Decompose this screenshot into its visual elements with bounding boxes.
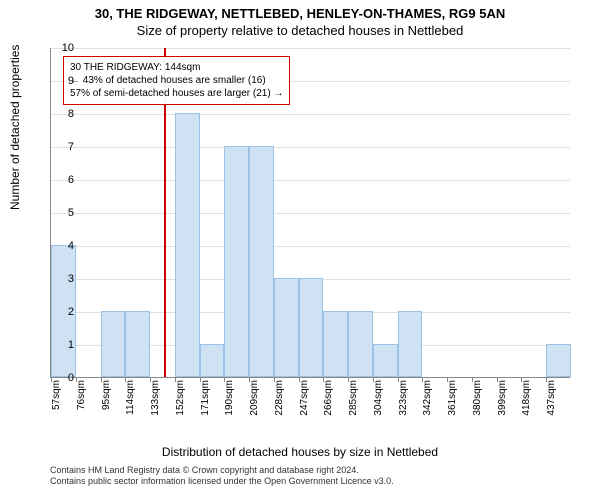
plot-area: 57sqm76sqm95sqm114sqm133sqm152sqm171sqm1… (50, 48, 570, 378)
x-tick-label: 209sqm (249, 380, 260, 416)
y-tick-label: 9 (54, 75, 74, 87)
x-tick-label: 247sqm (299, 380, 310, 416)
histogram-bar (398, 311, 423, 377)
y-tick-label: 5 (54, 207, 74, 219)
x-tick-label: 152sqm (175, 380, 186, 416)
chart-title: 30, THE RIDGEWAY, NETTLEBED, HENLEY-ON-T… (0, 0, 600, 21)
x-tick-label: 95sqm (101, 380, 112, 410)
x-tick-label: 323sqm (398, 380, 409, 416)
x-tick-label: 57sqm (51, 380, 62, 410)
histogram-bar (274, 278, 299, 377)
histogram-bar (249, 146, 274, 377)
histogram-bar (373, 344, 398, 377)
y-tick-label: 4 (54, 240, 74, 252)
chart-area: 57sqm76sqm95sqm114sqm133sqm152sqm171sqm1… (50, 48, 570, 378)
y-axis-label: Number of detached properties (8, 45, 22, 210)
histogram-bar (175, 113, 200, 377)
histogram-bar (101, 311, 126, 377)
gridline (51, 246, 570, 247)
x-tick-label: 76sqm (76, 380, 87, 410)
footer-line-2: Contains public sector information licen… (50, 476, 394, 487)
gridline (51, 48, 570, 49)
footer-attribution: Contains HM Land Registry data © Crown c… (50, 465, 394, 487)
x-tick-label: 285sqm (348, 380, 359, 416)
x-tick-label: 228sqm (274, 380, 285, 416)
x-tick-label: 304sqm (373, 380, 384, 416)
histogram-bar (348, 311, 373, 377)
y-tick-label: 0 (54, 372, 74, 384)
histogram-bar (323, 311, 348, 377)
gridline (51, 213, 570, 214)
y-tick-label: 6 (54, 174, 74, 186)
y-tick-label: 3 (54, 273, 74, 285)
x-tick-label: 361sqm (447, 380, 458, 416)
annotation-line: 57% of semi-detached houses are larger (… (70, 87, 283, 100)
annotation-line: 30 THE RIDGEWAY: 144sqm (70, 61, 283, 74)
x-tick-label: 171sqm (200, 380, 211, 416)
y-tick-label: 2 (54, 306, 74, 318)
y-tick-label: 8 (54, 108, 74, 120)
chart-subtitle: Size of property relative to detached ho… (0, 21, 600, 38)
gridline (51, 180, 570, 181)
gridline (51, 147, 570, 148)
x-axis-label: Distribution of detached houses by size … (0, 445, 600, 459)
x-tick-label: 190sqm (224, 380, 235, 416)
x-tick-label: 133sqm (150, 380, 161, 416)
histogram-bar (125, 311, 150, 377)
x-tick-label: 114sqm (125, 380, 136, 415)
annotation-line: ← 43% of detached houses are smaller (16… (70, 74, 283, 87)
x-tick-label: 266sqm (323, 380, 334, 416)
gridline (51, 114, 570, 115)
histogram-bar (200, 344, 225, 377)
footer-line-1: Contains HM Land Registry data © Crown c… (50, 465, 394, 476)
x-tick-label: 437sqm (546, 380, 557, 416)
histogram-bar (546, 344, 571, 377)
annotation-box: 30 THE RIDGEWAY: 144sqm← 43% of detached… (63, 56, 290, 105)
x-tick-label: 380sqm (472, 380, 483, 416)
histogram-bar (299, 278, 324, 377)
histogram-bar (224, 146, 249, 377)
y-tick-label: 1 (54, 339, 74, 351)
y-tick-label: 10 (54, 42, 74, 54)
y-tick-label: 7 (54, 141, 74, 153)
x-tick-label: 399sqm (497, 380, 508, 416)
x-tick-label: 342sqm (422, 380, 433, 416)
x-tick-label: 418sqm (521, 380, 532, 416)
